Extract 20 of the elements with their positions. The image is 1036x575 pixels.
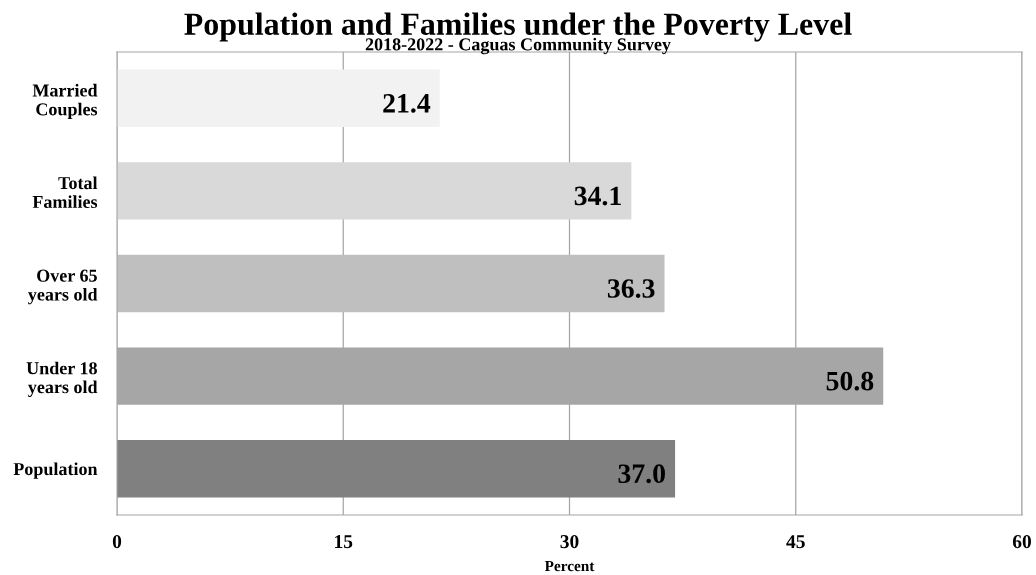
y-tick-label: Total Families: [32, 176, 98, 209]
x-axis-title: Percent: [544, 561, 595, 572]
x-tick-label: 0: [112, 535, 122, 549]
data-label: 21.4: [383, 93, 431, 113]
data-label: 37.0: [618, 464, 665, 484]
x-tick-label: 30: [560, 535, 579, 549]
y-tick-label: Married Couples: [32, 83, 98, 120]
bar: [117, 254, 665, 313]
bar: [117, 69, 440, 128]
bar: [117, 439, 676, 498]
data-label: 50.8: [826, 371, 874, 391]
data-label: 34.1: [574, 186, 621, 206]
y-tick-label: Population: [13, 462, 98, 479]
x-tick-label: 60: [1012, 535, 1031, 549]
data-label: 36.3: [607, 279, 655, 298]
bar: [117, 162, 632, 220]
x-tick-label: 45: [786, 535, 805, 549]
y-tick-label: Under 18 years old: [26, 361, 98, 397]
y-tick-label: Over 65 years old: [28, 269, 98, 305]
x-tick-label: 15: [335, 535, 353, 549]
